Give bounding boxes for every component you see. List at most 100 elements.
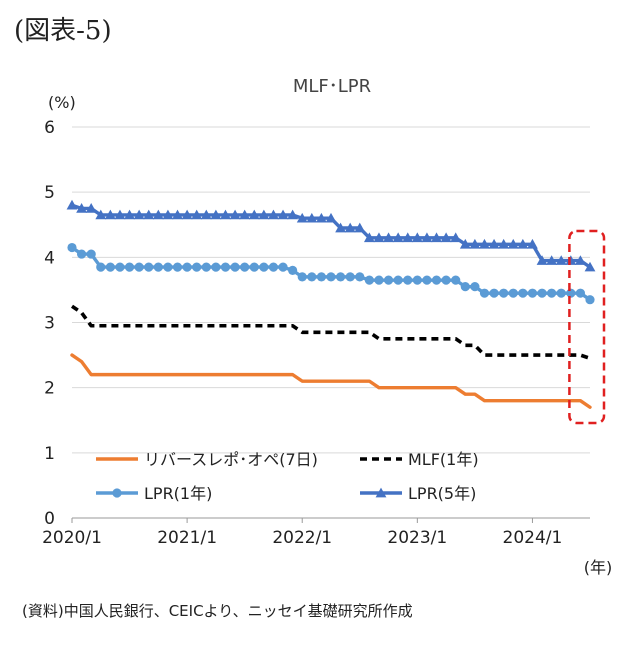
lpr-1y-point bbox=[278, 262, 288, 272]
lpr-1y-point bbox=[441, 275, 451, 285]
series-layer bbox=[66, 199, 596, 409]
lpr-1y-point bbox=[67, 242, 77, 253]
lpr-5y-point bbox=[363, 232, 375, 243]
lpr-5y-point bbox=[172, 209, 183, 220]
lpr-1y-point bbox=[527, 288, 538, 298]
lpr-1y-point bbox=[115, 262, 125, 272]
lpr-1y-point bbox=[163, 262, 173, 272]
lpr-1y-point bbox=[547, 288, 557, 298]
legend-marker bbox=[112, 488, 122, 498]
chart-title: MLF･LPR bbox=[293, 76, 371, 97]
lpr-5y-point bbox=[162, 209, 174, 220]
lpr-5y-point bbox=[200, 209, 212, 220]
x-tick-label: 2021/1 bbox=[157, 528, 217, 548]
lpr-5y-point bbox=[373, 232, 385, 243]
lpr-5y-point bbox=[565, 255, 577, 265]
lpr-5y-point bbox=[469, 238, 481, 249]
lpr-1y-point bbox=[355, 272, 365, 282]
gridlines bbox=[72, 126, 590, 519]
lpr-1y-point bbox=[288, 265, 298, 275]
lpr-5y-point bbox=[488, 238, 500, 249]
lpr-1y-point bbox=[393, 275, 403, 285]
x-tick-label: 2024/1 bbox=[503, 528, 563, 548]
lpr-5y-point bbox=[287, 209, 299, 220]
lpr-1y-point bbox=[374, 275, 384, 285]
lpr-1y-point bbox=[201, 262, 211, 272]
lpr-5y-point bbox=[277, 209, 289, 220]
lpr-1y-point bbox=[249, 262, 259, 272]
lpr-5y-point bbox=[527, 238, 538, 249]
y-tick-label: 5 bbox=[44, 183, 55, 203]
lpr-1y-point bbox=[172, 262, 183, 272]
lpr-5y-point bbox=[546, 255, 558, 265]
lpr-5y-point bbox=[76, 203, 87, 213]
mlf-series bbox=[70, 304, 591, 361]
lpr-1y-point bbox=[105, 262, 115, 272]
lpr-1y-point bbox=[345, 272, 355, 282]
lpr-1y-point bbox=[451, 275, 461, 285]
lpr-5y-point bbox=[344, 222, 356, 233]
lpr-1y-point bbox=[211, 262, 221, 272]
lpr-1y-point bbox=[326, 272, 336, 282]
y-tick-label: 4 bbox=[44, 248, 55, 268]
x-axis-unit: (年) bbox=[584, 558, 613, 577]
lpr-5y-point bbox=[248, 209, 260, 220]
lpr-1y-point bbox=[335, 272, 346, 282]
lpr-1y-point bbox=[153, 262, 163, 272]
lpr-1y-point bbox=[364, 275, 374, 285]
lpr-1y-point bbox=[297, 272, 307, 282]
lpr-1y-point bbox=[144, 262, 154, 272]
lpr-5y-series bbox=[66, 199, 596, 272]
source-note: (資料)中国人民銀行、CEICより、ニッセイ基礎研究所作成 bbox=[22, 602, 413, 620]
lpr-5y-point bbox=[296, 212, 308, 223]
lpr-5y-point bbox=[335, 222, 346, 233]
lpr-5y-point bbox=[220, 209, 231, 220]
lpr-1y-point bbox=[518, 288, 528, 298]
lpr-5y-point bbox=[268, 209, 279, 220]
lpr-5y-point bbox=[306, 212, 318, 223]
lpr-1y-point bbox=[585, 295, 595, 305]
y-tick-label: 6 bbox=[44, 118, 55, 138]
lpr-1y-point bbox=[86, 249, 96, 259]
lpr-5y-point bbox=[114, 209, 126, 220]
lpr-1y-point bbox=[307, 272, 317, 282]
lpr-5y-point bbox=[555, 255, 567, 265]
lpr-5y-point bbox=[239, 209, 251, 220]
lpr-1y-point bbox=[508, 288, 518, 298]
lpr-5y-point bbox=[421, 232, 433, 243]
legend-label: MLF(1年) bbox=[408, 450, 479, 469]
lpr-5y-point bbox=[440, 232, 452, 243]
legend-label: LPR(1年) bbox=[144, 484, 212, 503]
legend-item-mlf: MLF(1年) bbox=[360, 450, 479, 469]
lpr-5y-point bbox=[517, 238, 529, 249]
lpr-5y-point bbox=[181, 209, 193, 220]
lpr-5y-point bbox=[85, 203, 97, 213]
reverse-repo-line bbox=[70, 353, 592, 409]
lpr-5y-point bbox=[450, 232, 462, 243]
lpr-5y-point bbox=[124, 209, 135, 220]
lpr-1y-point bbox=[383, 275, 394, 285]
highlight-box bbox=[568, 229, 606, 425]
lpr-1y-point bbox=[470, 282, 480, 292]
x-tick-label: 2022/1 bbox=[272, 528, 332, 548]
lpr-5y-point bbox=[325, 212, 337, 223]
lpr-5y-point bbox=[95, 209, 107, 220]
legend-item-reverse-repo: リバースレポ･オペ(7日) bbox=[96, 450, 318, 469]
x-tick-label: 2020/1 bbox=[42, 528, 102, 548]
mlf-line bbox=[70, 304, 591, 361]
figure-label: (図表-5) bbox=[14, 16, 112, 46]
legend-marker bbox=[375, 487, 387, 498]
lpr-5y-point bbox=[402, 232, 414, 243]
lpr-1y-point bbox=[124, 262, 135, 272]
lpr-5y-point bbox=[66, 199, 78, 210]
lpr-1y-point bbox=[479, 288, 490, 298]
lpr-5y-point bbox=[459, 238, 471, 249]
lpr-5y-point bbox=[143, 209, 155, 220]
lpr-1y-point bbox=[76, 249, 87, 259]
lpr-1y-point bbox=[412, 275, 422, 285]
legend-item-lpr-1y: LPR(1年) bbox=[96, 484, 212, 503]
legend-label: リバースレポ･オペ(7日) bbox=[144, 450, 318, 469]
line-chart: MLF･LPR (%) (年) 0 1 2 3 4 5 6 2020/1 2021/1 2022… bbox=[42, 76, 613, 577]
lpr-1y-point bbox=[259, 262, 269, 272]
lpr-5y-point bbox=[316, 212, 327, 223]
